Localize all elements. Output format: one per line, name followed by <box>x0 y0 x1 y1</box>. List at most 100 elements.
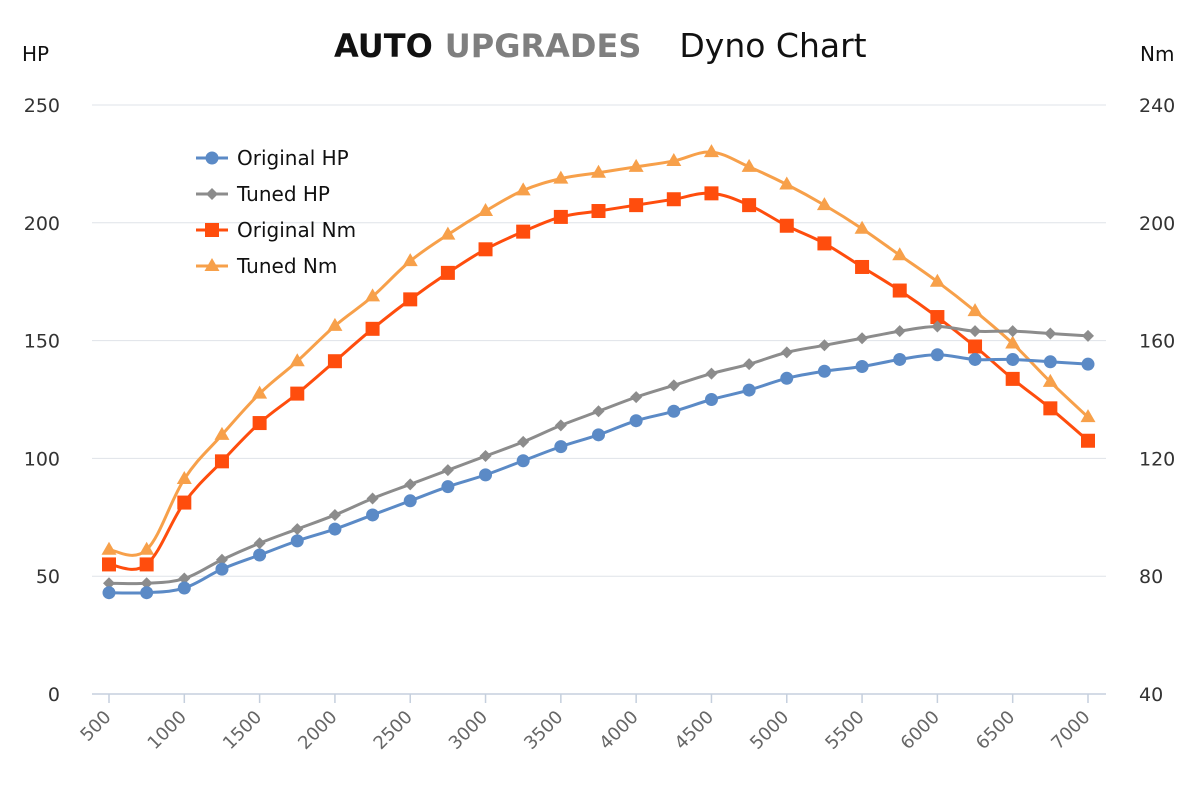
data-point-2000 <box>327 354 342 369</box>
data-point-6000 <box>931 320 944 333</box>
data-point-500 <box>101 541 117 555</box>
data-point-1750 <box>290 534 304 548</box>
x-tick-2000: 2000 <box>294 707 341 754</box>
data-point-1000 <box>176 471 192 485</box>
data-point-4250 <box>666 192 681 207</box>
data-point-3250 <box>516 224 531 239</box>
data-point-4750 <box>743 358 756 371</box>
data-point-4000 <box>629 198 644 213</box>
data-point-1750 <box>290 386 305 401</box>
legend-label: Original HP <box>237 146 349 170</box>
data-point-500 <box>102 557 116 572</box>
data-point-6750 <box>1042 373 1058 387</box>
data-point-7000 <box>1081 433 1095 448</box>
data-point-4000 <box>630 391 643 404</box>
data-point-6750 <box>1043 355 1057 369</box>
data-point-1000 <box>178 572 191 585</box>
right-axis-unit: Nm <box>1140 42 1174 66</box>
data-point-750 <box>140 577 153 590</box>
data-point-2250 <box>366 508 380 522</box>
left-tick-200: 200 <box>24 213 60 235</box>
data-point-3000 <box>478 203 494 217</box>
data-point-1250 <box>215 562 229 576</box>
data-point-3250 <box>515 182 531 196</box>
data-point-750 <box>140 586 154 600</box>
data-point-2250 <box>365 288 381 302</box>
data-point-3750 <box>591 164 606 178</box>
data-point-6000 <box>929 273 945 287</box>
legend-marker <box>206 188 218 200</box>
series-original-hp <box>102 348 1095 600</box>
right-tick-120: 120 <box>1139 448 1175 470</box>
x-tick-4000: 4000 <box>595 707 642 754</box>
data-point-4250 <box>667 379 680 392</box>
data-point-6000 <box>930 310 945 325</box>
data-point-6000 <box>930 348 944 362</box>
data-point-2750 <box>441 480 455 494</box>
x-tick-7000: 7000 <box>1047 707 1094 754</box>
data-point-3000 <box>479 468 493 482</box>
left-tick-100: 100 <box>24 448 60 470</box>
data-point-500 <box>102 586 116 600</box>
data-point-4500 <box>704 393 718 406</box>
data-point-750 <box>139 557 154 572</box>
data-point-2000 <box>327 317 343 331</box>
legend-item-original-nm: Original Nm <box>196 218 356 242</box>
data-point-1000 <box>177 581 191 595</box>
data-point-1500 <box>253 537 266 550</box>
legend-label: Tuned Nm <box>236 254 337 278</box>
x-tick-6000: 6000 <box>897 707 944 754</box>
series-tuned-nm <box>101 144 1096 557</box>
data-point-750 <box>139 541 155 555</box>
data-point-6500 <box>1005 335 1021 349</box>
data-point-2500 <box>403 494 417 508</box>
data-point-6500 <box>1005 371 1020 386</box>
data-point-5750 <box>893 352 907 366</box>
data-point-2500 <box>404 478 417 491</box>
data-point-3500 <box>553 170 569 184</box>
legend-label: Original Nm <box>237 218 356 242</box>
data-point-4250 <box>666 152 682 166</box>
data-point-5000 <box>779 218 794 233</box>
data-point-7000 <box>1082 329 1094 342</box>
x-tick-3000: 3000 <box>445 707 492 754</box>
data-point-2250 <box>365 321 380 336</box>
data-point-1750 <box>291 523 304 536</box>
data-point-3250 <box>517 435 530 448</box>
data-point-3500 <box>553 209 568 224</box>
data-point-3750 <box>591 204 606 219</box>
data-point-3250 <box>516 454 530 468</box>
data-point-4500 <box>705 367 718 380</box>
data-point-5250 <box>818 339 831 352</box>
chart-subtitle: Dyno Chart <box>679 26 866 65</box>
legend-marker <box>205 151 219 165</box>
chart-title: AUTO UPGRADES Dyno Chart <box>334 26 867 65</box>
left-tick-150: 150 <box>24 331 60 353</box>
data-point-5250 <box>817 364 831 378</box>
data-point-2750 <box>440 265 455 280</box>
x-tick-5000: 5000 <box>746 707 793 754</box>
data-point-2500 <box>403 292 418 307</box>
right-tick-160: 160 <box>1139 331 1175 353</box>
brand-auto: AUTO <box>334 27 433 65</box>
x-tick-3500: 3500 <box>520 707 567 754</box>
data-point-500 <box>103 577 115 590</box>
data-point-6250 <box>969 325 982 338</box>
data-point-6250 <box>968 339 983 354</box>
series <box>101 144 1096 600</box>
data-point-2000 <box>328 522 342 536</box>
left-axis-unit: HP <box>22 42 49 66</box>
data-point-4500 <box>704 186 719 201</box>
legend-label: Tuned HP <box>236 182 330 206</box>
data-point-5250 <box>817 236 832 251</box>
data-point-6250 <box>968 352 982 366</box>
data-point-1500 <box>252 385 268 399</box>
right-tick-40: 40 <box>1139 684 1163 706</box>
data-point-2500 <box>402 253 418 267</box>
x-tick-4500: 4500 <box>671 707 718 754</box>
legend-marker <box>205 223 219 237</box>
data-point-6500 <box>1006 352 1020 366</box>
data-point-3500 <box>554 419 567 432</box>
data-point-7000 <box>1081 357 1095 371</box>
